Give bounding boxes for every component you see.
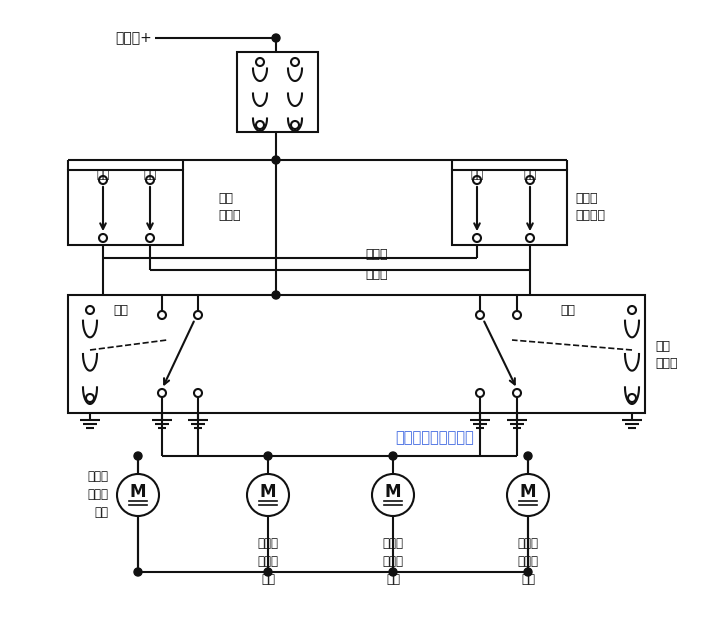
Circle shape [256,121,264,129]
Circle shape [99,234,107,242]
Circle shape [526,234,534,242]
Circle shape [272,34,280,42]
Text: M: M [130,483,146,501]
Circle shape [264,568,272,576]
Circle shape [526,176,534,184]
Circle shape [628,394,636,402]
Circle shape [628,306,636,314]
Circle shape [194,389,202,397]
Circle shape [513,389,521,397]
Circle shape [86,306,94,314]
Circle shape [473,234,481,242]
Bar [237,52,318,132]
Circle shape [256,58,264,66]
Circle shape [194,311,202,319]
Circle shape [291,58,299,66]
Circle shape [158,389,166,397]
Bar [68,295,645,413]
Circle shape [389,452,397,460]
Circle shape [117,474,159,516]
Circle shape [99,176,107,184]
Circle shape [372,474,414,516]
Circle shape [513,311,521,319]
Text: 锁止: 锁止 [471,170,483,180]
Circle shape [524,452,532,460]
Circle shape [264,452,272,460]
Circle shape [291,121,299,129]
Circle shape [524,568,532,576]
Circle shape [476,311,484,319]
Text: M: M [260,483,276,501]
Text: 蓄电池+: 蓄电池+ [115,31,152,45]
Circle shape [507,474,549,516]
Text: 右后门
门锁电
动机: 右后门 门锁电 动机 [518,537,538,586]
Text: 开锁: 开锁 [523,170,537,180]
Text: 开锁: 开锁 [560,303,575,316]
Text: M: M [520,483,536,501]
Text: 右前门
门锁开关: 右前门 门锁开关 [575,192,605,222]
Text: 门锁
主开关: 门锁 主开关 [218,192,241,222]
Circle shape [476,389,484,397]
Text: 继电器: 继电器 [365,267,388,280]
Circle shape [146,176,154,184]
Circle shape [272,291,280,299]
Text: 右前门
门锁电
动机: 右前门 门锁电 动机 [383,537,403,586]
Circle shape [86,394,94,402]
Bar [452,170,567,245]
Circle shape [146,234,154,242]
Circle shape [134,452,142,460]
Bar [68,170,183,245]
Text: 左前门
门锁电
动机: 左前门 门锁电 动机 [258,537,278,586]
Circle shape [134,568,142,576]
Text: 开锁: 开锁 [144,170,156,180]
Text: 汽车维修技术与知识: 汽车维修技术与知识 [396,430,474,446]
Circle shape [158,311,166,319]
Text: M: M [385,483,401,501]
Circle shape [389,568,397,576]
Text: 左后门
门锁电
动机: 左后门 门锁电 动机 [87,470,108,519]
Text: 门锁
继电器: 门锁 继电器 [655,340,678,370]
Text: 锁止: 锁止 [96,170,110,180]
Circle shape [272,156,280,164]
Circle shape [473,176,481,184]
Text: 接门锁: 接门锁 [365,248,388,261]
Text: 锁止: 锁止 [113,303,128,316]
Circle shape [247,474,289,516]
